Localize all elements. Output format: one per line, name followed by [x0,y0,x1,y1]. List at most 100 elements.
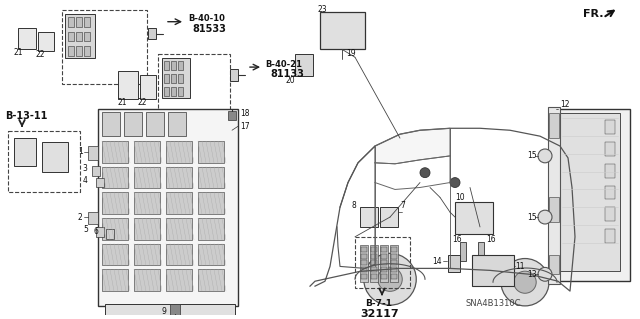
Bar [198,218,224,240]
Bar [605,207,615,221]
Text: 19: 19 [346,49,356,58]
Bar [371,267,377,272]
Bar [178,87,183,96]
Text: 32117: 32117 [360,309,399,319]
Text: 1: 1 [78,147,83,156]
Bar [380,245,388,282]
Bar [164,61,169,70]
Text: 11: 11 [515,262,525,271]
Bar [166,269,192,291]
Bar [105,304,235,316]
Circle shape [420,168,430,178]
Bar [76,32,82,41]
Bar [65,14,95,58]
Bar [178,61,183,70]
Bar [118,71,138,99]
Bar [18,28,36,49]
Bar [555,108,630,281]
Circle shape [538,210,552,224]
Bar [549,255,559,274]
Bar [371,274,377,279]
Bar [455,202,493,234]
Bar [360,207,378,227]
Bar [168,112,186,136]
Bar [134,192,160,214]
Bar [84,17,90,27]
Text: 14: 14 [432,257,442,266]
Text: 18: 18 [240,109,250,118]
Bar [560,114,620,271]
Bar [134,269,160,291]
Bar [360,245,368,282]
Bar [198,269,224,291]
Bar [381,274,387,279]
Bar [548,107,560,284]
Bar [124,112,142,136]
Bar [96,227,104,237]
Bar [68,17,74,27]
Text: 81533: 81533 [192,24,226,33]
Polygon shape [375,128,450,164]
Bar [102,218,128,240]
Bar [158,54,230,118]
Circle shape [470,207,480,217]
Bar [361,261,367,265]
Bar [391,274,397,279]
Bar [106,229,114,239]
Bar [391,247,397,252]
Text: FR.: FR. [583,9,604,19]
Circle shape [514,271,536,293]
Bar [460,242,466,262]
Bar [76,46,82,56]
Bar [381,261,387,265]
Text: 16: 16 [452,235,461,244]
Bar [198,141,224,163]
Bar [605,164,615,178]
Circle shape [501,258,549,306]
Bar [164,87,169,96]
Bar [381,247,387,252]
Text: 22: 22 [36,50,45,59]
Bar [448,255,460,272]
Text: 6: 6 [93,227,98,236]
Bar [171,74,176,83]
Text: B-40-10: B-40-10 [188,14,225,23]
Bar [361,274,367,279]
Text: 16: 16 [486,235,495,244]
Bar [295,54,313,76]
Bar [380,207,398,227]
Bar [381,267,387,272]
Text: 21: 21 [14,48,24,57]
Circle shape [538,149,552,163]
Bar [230,69,238,81]
Bar [361,247,367,252]
Bar [478,242,484,262]
Bar [166,244,192,265]
Text: 81133: 81133 [270,69,304,79]
Text: 15: 15 [527,152,536,160]
Bar [96,178,104,188]
Bar [88,146,98,160]
Bar [102,112,120,136]
Bar [390,245,398,282]
Bar [605,120,615,134]
Bar [166,167,192,189]
Bar [605,186,615,199]
Circle shape [450,178,460,188]
Bar [14,138,36,166]
Bar [102,192,128,214]
Bar [68,32,74,41]
Bar [370,245,378,282]
Circle shape [378,267,403,291]
Text: 2: 2 [78,212,83,222]
Bar [134,167,160,189]
Bar [102,141,128,163]
Bar [92,166,100,176]
Text: 3: 3 [82,164,87,173]
Bar [198,167,224,189]
Bar [549,197,559,222]
Bar [605,229,615,243]
Bar [166,141,192,163]
Text: 12: 12 [560,100,570,109]
Bar [361,254,367,258]
